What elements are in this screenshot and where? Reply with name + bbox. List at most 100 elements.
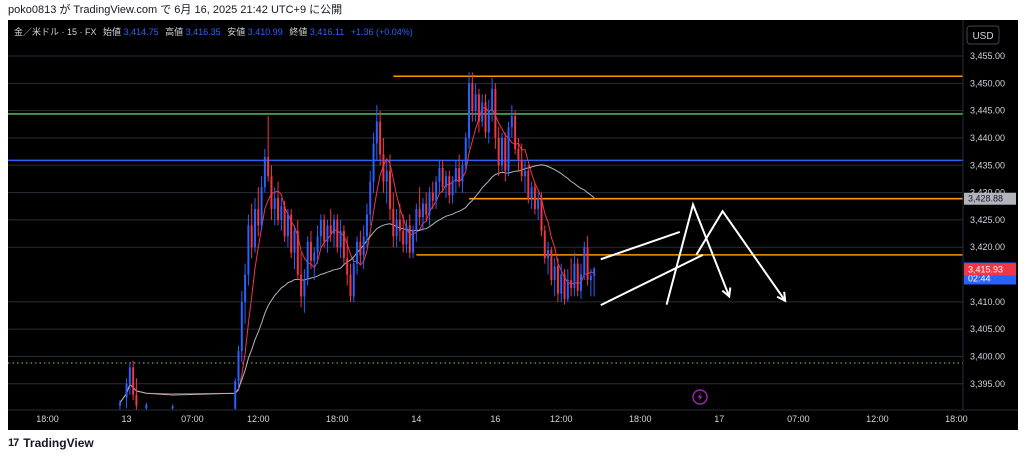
channel-upper-line bbox=[600, 230, 681, 261]
candle-body bbox=[494, 88, 497, 138]
time-axis[interactable]: 18:00 13 07:00 12:00 18:00 14 16 12:00 18:00 17 07… bbox=[8, 409, 1018, 424]
drawings[interactable] bbox=[600, 201, 787, 307]
candle-body bbox=[132, 367, 135, 395]
x-ticks: 18:00 13 07:00 12:00 18:00 14 16 12:00 18:00 17 07… bbox=[36, 414, 967, 424]
candle-body bbox=[250, 225, 253, 248]
price-label-box bbox=[964, 263, 1016, 276]
y-tick-label: 3,395.00 bbox=[970, 379, 1005, 389]
candle-body bbox=[247, 225, 250, 275]
x-tick-label: 18:00 bbox=[945, 414, 968, 424]
ma-slow-line bbox=[119, 164, 595, 404]
candle-body bbox=[530, 187, 533, 199]
candle-body bbox=[504, 137, 507, 171]
legend-close: 3,416.11 bbox=[310, 27, 344, 37]
y-tick-label: 3,410.00 bbox=[970, 297, 1005, 307]
candle-body bbox=[372, 143, 375, 182]
y-tick-label: 3,455.00 bbox=[970, 51, 1005, 61]
candle-body bbox=[398, 219, 401, 231]
price-axis[interactable]: 3,455.00 3,450.00 3,445.00 3,440.00 3,435.00… bbox=[962, 20, 1016, 410]
y-tick-label: 3,420.00 bbox=[970, 242, 1005, 252]
candle-body bbox=[507, 127, 510, 171]
projection-arrowhead bbox=[721, 287, 732, 299]
candle-body bbox=[454, 168, 457, 182]
candle-body bbox=[570, 280, 573, 289]
tradingview-logo-icon: 17 bbox=[8, 437, 19, 449]
candle-body bbox=[431, 192, 434, 201]
price-label-text: 3,428.88 bbox=[968, 194, 1003, 204]
candle-body bbox=[296, 230, 299, 275]
candle-body bbox=[405, 225, 408, 245]
grid bbox=[8, 55, 963, 385]
y-tick-label: 3,425.00 bbox=[970, 215, 1005, 225]
candle-body bbox=[418, 208, 421, 218]
candle-body bbox=[319, 219, 322, 237]
currency-label[interactable]: USD bbox=[972, 31, 993, 42]
y-tick-label: 3,450.00 bbox=[970, 78, 1005, 88]
footer-brand: TradingView bbox=[23, 436, 94, 450]
y-ticks: 3,455.00 3,450.00 3,445.00 3,440.00 3,435.00… bbox=[970, 51, 1005, 389]
chart-frame[interactable]: 3,455.00 3,450.00 3,445.00 3,440.00 3,435.00… bbox=[8, 20, 1018, 430]
candle-body bbox=[392, 208, 395, 237]
price-label-countdown: 02:44 bbox=[968, 273, 991, 283]
candle-body bbox=[395, 219, 398, 237]
candle-body bbox=[441, 168, 444, 188]
candle-body bbox=[461, 165, 464, 182]
x-tick-label: 17 bbox=[714, 414, 724, 424]
candle-body bbox=[514, 116, 517, 149]
candle-body bbox=[270, 176, 273, 209]
currency-box[interactable] bbox=[966, 25, 1000, 45]
legend-low-label: 安値 bbox=[227, 26, 245, 37]
candle-body bbox=[415, 208, 418, 231]
candle-body bbox=[293, 230, 296, 253]
candle-body bbox=[481, 102, 484, 122]
candle-body bbox=[540, 198, 543, 231]
candle-body bbox=[135, 394, 138, 406]
candle-body bbox=[477, 94, 480, 122]
x-tick-label: 12:00 bbox=[866, 414, 889, 424]
projection-arrow-path bbox=[665, 201, 731, 305]
candle-body bbox=[458, 168, 461, 182]
candle-body bbox=[313, 252, 316, 261]
candle-body bbox=[435, 181, 438, 201]
candle-body bbox=[402, 230, 405, 245]
candle-body bbox=[306, 241, 309, 280]
candle-body bbox=[589, 275, 592, 280]
x-tick-label: 18:00 bbox=[326, 414, 349, 424]
candle-body bbox=[362, 236, 365, 256]
candle-body bbox=[517, 148, 520, 160]
candle-body bbox=[586, 247, 589, 280]
candle-body bbox=[257, 208, 260, 226]
candle-body bbox=[474, 94, 477, 111]
chart-svg[interactable]: 3,455.00 3,450.00 3,445.00 3,440.00 3,435.00… bbox=[8, 20, 1018, 430]
candle-body bbox=[145, 404, 148, 409]
candle-body bbox=[237, 351, 240, 382]
candle-body bbox=[244, 274, 247, 302]
candle-body bbox=[290, 214, 293, 253]
x-tick-label: 18:00 bbox=[36, 414, 59, 424]
x-tick-label: 12:00 bbox=[247, 414, 270, 424]
svg-text:金／米ドル · 15 · FX 始値: 金／米ドル · 15 · FX 始値 3,414.75 高値 3,416.35 … bbox=[14, 26, 413, 37]
candle-body bbox=[339, 230, 342, 248]
candle-body bbox=[277, 198, 280, 220]
candle-body bbox=[118, 402, 121, 406]
x-tick-label: 07:00 bbox=[787, 414, 810, 424]
legend-open-label: 始値 bbox=[103, 26, 121, 37]
candle-body bbox=[428, 192, 431, 215]
candle-body bbox=[448, 176, 451, 196]
candle-body bbox=[464, 137, 467, 166]
candle-body bbox=[556, 266, 559, 294]
legend-open: 3,414.75 bbox=[124, 27, 159, 37]
candle-body bbox=[550, 249, 553, 280]
candle-body bbox=[491, 88, 494, 111]
y-tick-label: 3,435.00 bbox=[970, 160, 1005, 170]
candle-body bbox=[286, 214, 289, 237]
lightning-icon[interactable] bbox=[692, 389, 708, 405]
channel-lower-line bbox=[600, 253, 704, 307]
footer: 17 TradingView bbox=[8, 434, 94, 452]
price-label-box bbox=[964, 192, 1016, 205]
candle-body bbox=[537, 198, 540, 209]
candle-body bbox=[385, 170, 388, 182]
candle-body bbox=[316, 236, 319, 253]
candles bbox=[118, 72, 596, 410]
candle-body bbox=[326, 225, 329, 242]
